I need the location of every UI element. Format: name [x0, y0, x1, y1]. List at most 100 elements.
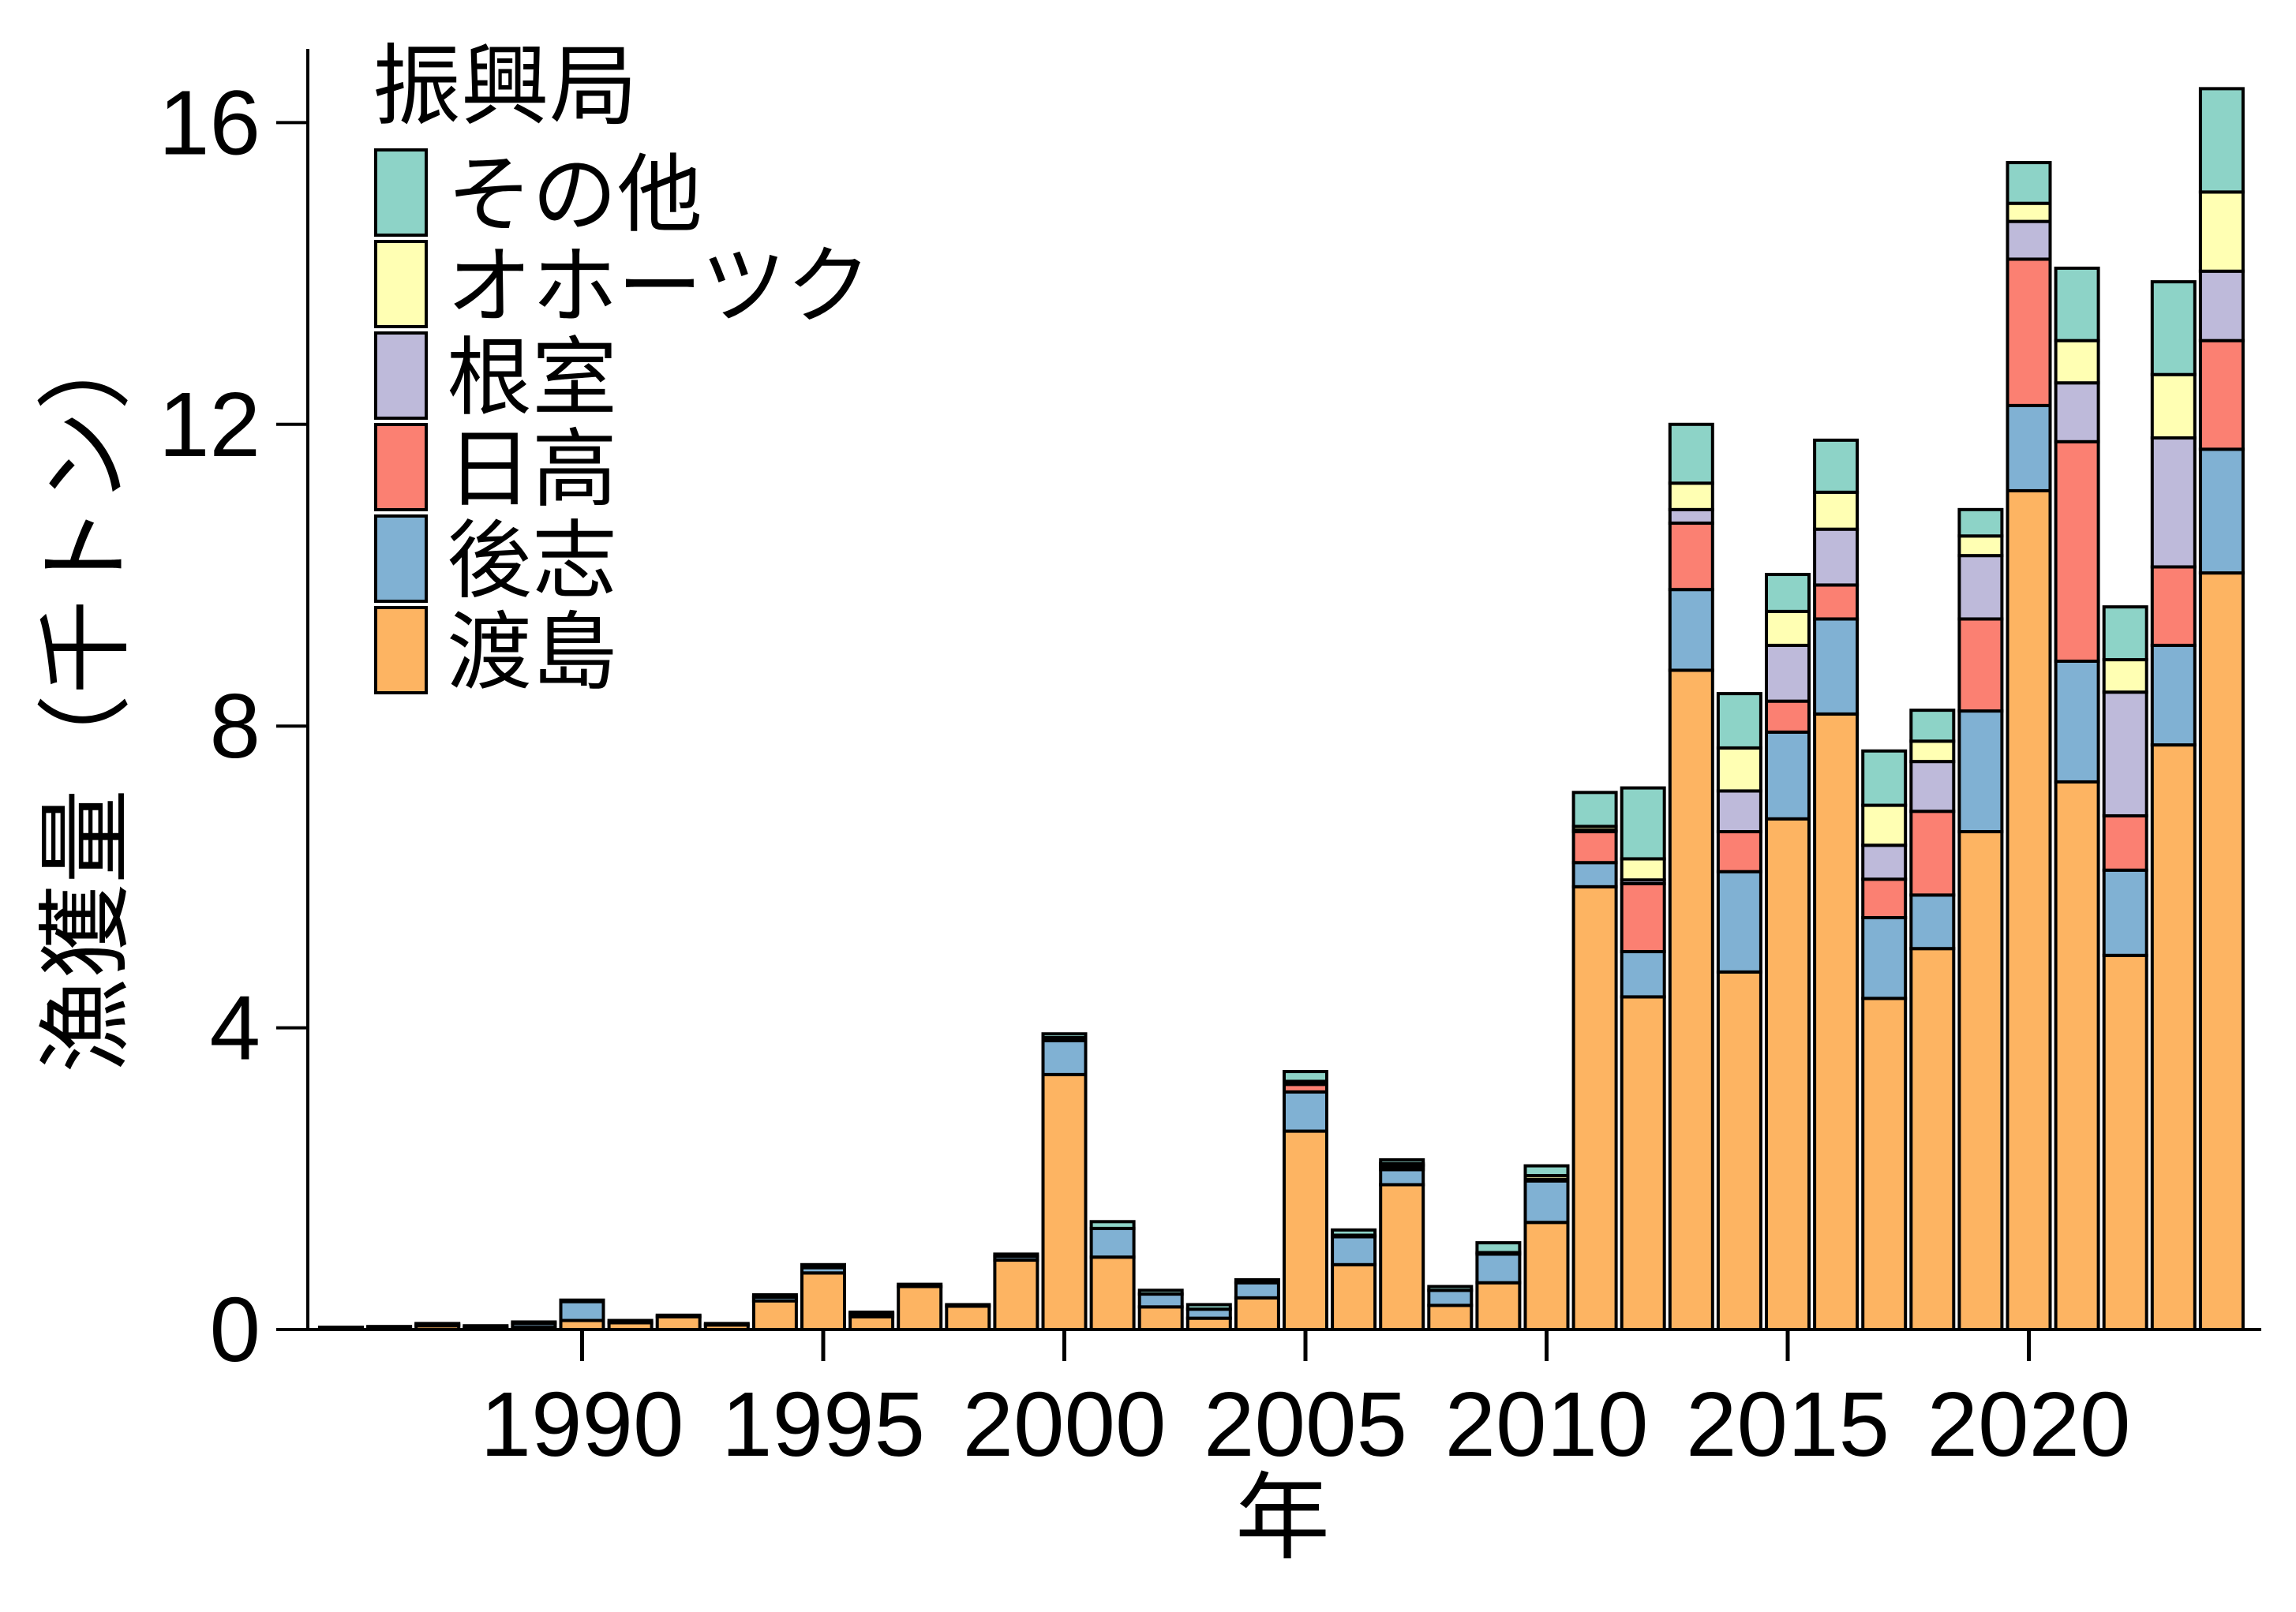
bar-segment: [414, 1322, 461, 1326]
bar-segment: [1523, 1179, 1570, 1225]
bar-segment: [2198, 571, 2245, 1331]
bar-segment: [1379, 1168, 1425, 1187]
bar-segment: [1765, 609, 1811, 647]
legend-item: 渡島: [374, 604, 617, 702]
y-tick-label: 16: [159, 71, 260, 174]
bar-segment: [2198, 447, 2245, 575]
bar-segment: [2150, 743, 2197, 1331]
bar-segment: [2102, 868, 2148, 957]
bar-segment: [1668, 588, 1714, 672]
bar-stack-2009: [1475, 1241, 1522, 1332]
bar-stack-2001: [1089, 1220, 1136, 1331]
bar-segment: [1668, 481, 1714, 511]
bar-stack-2019: [1957, 507, 2004, 1332]
bar-stack-1990: [559, 1298, 605, 1331]
bar-segment: [1185, 1303, 1232, 1311]
x-tick-label: 1990: [480, 1373, 684, 1475]
bar-stack-1996: [848, 1311, 895, 1332]
legend-label: 日高: [447, 421, 617, 519]
bar-segment: [1716, 870, 1762, 974]
bar-segment: [1957, 617, 2004, 713]
bar-stack-2020: [2006, 161, 2052, 1331]
bar-segment: [1861, 877, 1908, 920]
y-tick-label: 4: [209, 977, 260, 1079]
x-axis-title: 年: [1235, 1464, 1330, 1573]
bar-segment: [1283, 1129, 1328, 1332]
bar-segment: [2150, 565, 2197, 647]
bar-segment: [1813, 583, 1860, 621]
bar-segment: [2006, 257, 2052, 407]
bar-segment: [945, 1303, 991, 1308]
bar-segment: [2054, 439, 2100, 663]
y-ticks: 0 4 8 12 16: [159, 71, 308, 1381]
x-tick-label: 2020: [1927, 1373, 2130, 1475]
bar-stack-2008: [1427, 1285, 1474, 1331]
bar-segment: [655, 1315, 702, 1332]
legend-swatch: [374, 514, 428, 603]
bar-segment: [1571, 791, 1618, 828]
bar-segment: [2006, 488, 2052, 1331]
bar-segment: [1957, 534, 2004, 558]
bar-stack-2003: [1185, 1303, 1232, 1332]
bar-segment: [800, 1262, 846, 1270]
bar-segment: [1137, 1288, 1184, 1296]
bar-segment: [800, 1271, 846, 1332]
bar-segment: [1765, 643, 1811, 703]
bar-segment: [1137, 1305, 1184, 1331]
bar-segment: [897, 1285, 943, 1332]
bar-stack-2004: [1234, 1277, 1280, 1332]
bar-segment: [1620, 857, 1666, 882]
bar-segment: [2102, 658, 2148, 694]
x-ticks: 1990 1995 2000 2005 2010 2015 2020: [480, 1330, 2131, 1475]
bar-segment: [2102, 953, 2148, 1331]
bar-segment: [1909, 739, 1956, 764]
bar-segment: [1957, 507, 2004, 538]
bar-segment: [559, 1298, 605, 1303]
x-tick-label: 1995: [721, 1373, 925, 1475]
bar-stack-2023: [2150, 280, 2197, 1331]
bar-segment: [1331, 1228, 1377, 1237]
bar-segment: [2054, 381, 2100, 443]
bar-stack-1992: [655, 1313, 702, 1332]
bar-segment: [2054, 338, 2100, 385]
bar-segment: [1283, 1070, 1328, 1083]
bar-stack-2014: [1716, 692, 1762, 1331]
bar-segment: [1716, 692, 1762, 750]
legend-item: 後志: [374, 512, 617, 611]
axes: 0 4 8 12 16 1990 1995 2000 2005 2010 2015 2020: [159, 49, 2261, 1475]
bar-segment: [1909, 709, 1956, 743]
legend-item: 根室: [374, 329, 617, 428]
bar-segment: [1475, 1241, 1522, 1255]
bar-segment: [1283, 1090, 1328, 1133]
bar-segment: [655, 1313, 702, 1318]
bar-segment: [1813, 617, 1860, 716]
legend-swatch: [374, 331, 428, 420]
bar-segment: [1957, 554, 2004, 621]
bar-segment: [2054, 659, 2100, 784]
y-tick-label: 0: [209, 1278, 260, 1381]
bar-segment: [1620, 786, 1666, 861]
bar-segment: [2006, 403, 2052, 492]
bar-segment: [2150, 372, 2197, 440]
bar-segment: [1765, 730, 1811, 821]
bar-segment: [1861, 916, 1908, 1000]
legend-title: 振興局: [373, 36, 638, 138]
legend-item: オホーツク: [374, 237, 871, 336]
bar-segment: [897, 1282, 943, 1288]
bar-segment: [1427, 1288, 1474, 1307]
legend-label: 根室: [447, 329, 617, 428]
bar-stack-2012: [1620, 786, 1666, 1332]
bar-segment: [2198, 338, 2245, 451]
bar-segment: [2150, 643, 2197, 747]
bar-segment: [1041, 1032, 1088, 1040]
bar-segment: [1523, 1221, 1570, 1332]
bar-segment: [1668, 422, 1714, 485]
bar-segment: [1427, 1285, 1474, 1292]
bar-segment: [1716, 830, 1762, 873]
bar-segment: [1765, 817, 1811, 1331]
bar-segment: [1909, 893, 1956, 951]
bar-segment: [1185, 1316, 1232, 1332]
bar-segment: [1571, 885, 1618, 1331]
bar-stack-2002: [1137, 1288, 1184, 1331]
